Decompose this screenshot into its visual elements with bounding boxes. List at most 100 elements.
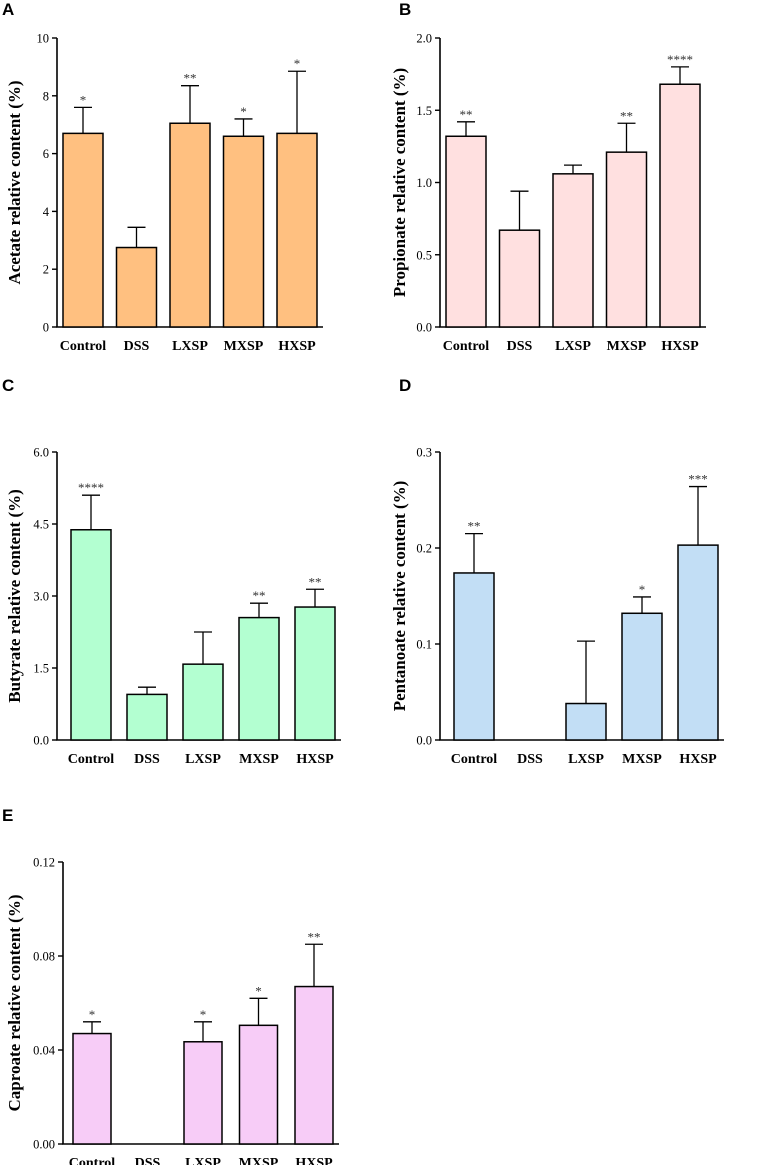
panel-letter: B: [399, 0, 412, 19]
bar: [659, 83, 701, 328]
x-tick-label: LXSP: [185, 752, 221, 767]
bar: [72, 1032, 112, 1145]
bar: [498, 229, 541, 328]
significance-label: **: [468, 519, 481, 534]
x-tick-label: MXSP: [239, 1156, 279, 1165]
y-axis-label: Propionate relative content (%): [390, 68, 409, 297]
bar: [238, 1024, 279, 1145]
chart-e: 0.00 0.04 0.08 0.12 Caproate relative conten…: [5, 856, 339, 1165]
panel-c: C 0.0 1.5 3.0 4.5 6.0 Butyrate relative conte…: [0, 372, 384, 772]
y-tick-label: 0.0: [416, 321, 432, 335]
y-tick-label: 2.0: [416, 32, 432, 46]
significance-label: ****: [78, 480, 104, 495]
bar: [621, 612, 663, 741]
y-tick-label: 0.00: [33, 1138, 55, 1152]
y-tick-label: 0.04: [33, 1044, 56, 1058]
bar: [115, 246, 158, 328]
chart-d: 0.0 0.1 0.2 0.3 Pentanoate relative content …: [390, 446, 724, 767]
x-tick-label: HXSP: [296, 752, 334, 767]
x-tick-label: HXSP: [295, 1156, 333, 1165]
x-tick-label: LXSP: [185, 1156, 221, 1165]
significance-label: *: [255, 983, 262, 998]
y-tick-label: 0.12: [33, 856, 55, 870]
y-tick-label: 1.5: [33, 662, 49, 676]
significance-label: **: [309, 574, 322, 589]
x-tick-label: LXSP: [568, 752, 604, 767]
significance-label: *: [200, 1007, 207, 1022]
bar: [183, 1041, 223, 1145]
significance-label: *: [89, 1007, 96, 1022]
bar: [453, 572, 495, 741]
y-tick-label: 0.5: [416, 248, 432, 262]
y-tick-label: 0.08: [33, 950, 55, 964]
x-tick-label: Control: [69, 1156, 116, 1165]
x-tick-label: DSS: [135, 1156, 161, 1165]
panel-letter: C: [2, 376, 15, 395]
significance-label: *: [294, 56, 301, 71]
y-axis-label: Acetate relative content (%): [5, 80, 24, 284]
chart-b: 0.0 0.5 1.0 1.5 2.0 Propionate relative conte…: [390, 32, 706, 354]
panel-b: B 0.0 0.5 1.0 1.5 2.0 Propionate relative con…: [384, 0, 768, 370]
chart-c: 0.0 1.5 3.0 4.5 6.0 Butyrate relative content…: [5, 446, 341, 767]
significance-label: ****: [667, 52, 693, 67]
bar: [552, 173, 594, 328]
significance-label: *: [639, 582, 646, 597]
chart-a: 0 2 4 6 8 10 Acetate relative content (%) * Cont…: [5, 32, 323, 354]
y-tick-label: 0.1: [416, 638, 432, 652]
x-tick-label: Control: [451, 752, 498, 767]
bar: [62, 132, 104, 328]
y-tick-label: 4.5: [33, 518, 49, 532]
bar: [182, 663, 224, 741]
x-tick-label: DSS: [517, 752, 543, 767]
panel-letter: D: [399, 376, 412, 395]
y-tick-label: 10: [37, 32, 50, 46]
panel-d: D 0.0 0.1 0.2 0.3 Pentanoate relative conten…: [384, 372, 768, 772]
x-tick-label: Control: [443, 339, 490, 354]
y-tick-label: 1.5: [416, 104, 432, 118]
bar: [445, 135, 487, 328]
y-tick-label: 0.2: [416, 542, 432, 556]
x-tick-label: HXSP: [278, 339, 316, 354]
y-tick-label: 0.0: [416, 734, 432, 748]
bar: [126, 693, 168, 741]
y-axis-label: Caproate relative content (%): [5, 894, 24, 1111]
significance-label: **: [460, 107, 473, 122]
significance-label: *: [240, 104, 247, 119]
y-axis-label: Butyrate relative content (%): [5, 489, 24, 703]
panel-letter: A: [2, 0, 15, 19]
y-tick-label: 3.0: [33, 590, 49, 604]
bar: [565, 702, 607, 741]
bar: [276, 132, 318, 328]
y-axis-label: Pentanoate relative content (%): [390, 481, 409, 712]
panel-e: E 0.00 0.04 0.08 0.12 Caproate relative cont…: [0, 772, 384, 1165]
x-tick-label: LXSP: [172, 339, 208, 354]
y-tick-label: 0: [43, 321, 49, 335]
y-tick-label: 4: [43, 205, 50, 219]
significance-label: **: [184, 71, 197, 86]
x-tick-label: MXSP: [224, 339, 264, 354]
significance-label: ***: [688, 472, 708, 487]
y-tick-label: 6.0: [33, 446, 49, 460]
x-tick-label: MXSP: [239, 752, 279, 767]
bar: [169, 122, 211, 328]
x-tick-label: MXSP: [622, 752, 662, 767]
x-tick-label: Control: [68, 752, 115, 767]
y-tick-label: 6: [43, 147, 49, 161]
x-tick-label: HXSP: [679, 752, 717, 767]
y-tick-label: 0.0: [33, 734, 49, 748]
panel-letter: E: [2, 806, 14, 825]
bar: [238, 616, 280, 741]
significance-label: **: [253, 588, 266, 603]
x-tick-label: Control: [60, 339, 107, 354]
x-tick-label: DSS: [507, 339, 533, 354]
x-tick-label: MXSP: [607, 339, 647, 354]
y-tick-label: 8: [43, 89, 49, 103]
bar: [605, 151, 648, 328]
bar: [677, 544, 719, 741]
bar: [294, 606, 336, 741]
panel-a: A 0 2 4 6 8 10 Acetate relative content (%) * Co…: [0, 0, 384, 370]
significance-label: *: [80, 92, 87, 107]
x-tick-label: DSS: [124, 339, 150, 354]
y-tick-label: 1.0: [416, 176, 432, 190]
y-tick-label: 0.3: [416, 446, 432, 460]
